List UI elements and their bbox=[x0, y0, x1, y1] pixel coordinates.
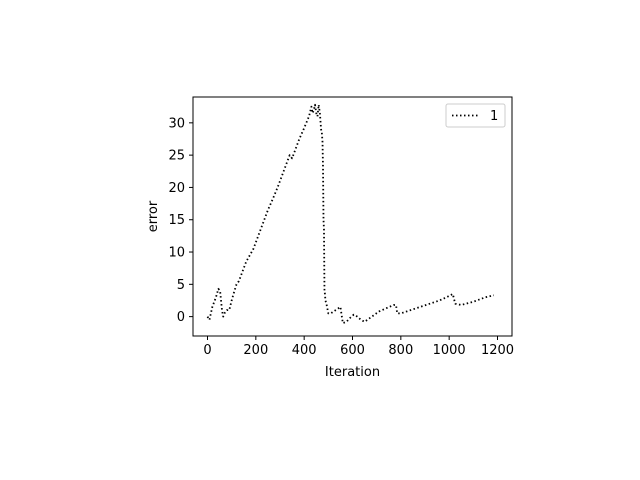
y-tick-label: 0 bbox=[177, 310, 185, 325]
x-tick-label: 600 bbox=[340, 343, 365, 358]
x-tick-label: 200 bbox=[243, 343, 268, 358]
y-tick-label: 20 bbox=[168, 181, 185, 196]
y-tick-label: 30 bbox=[168, 116, 185, 131]
y-tick-label: 25 bbox=[168, 149, 185, 164]
legend-label: 1 bbox=[490, 109, 498, 124]
x-tick-label: 1200 bbox=[481, 343, 514, 358]
x-axis-label: Iteration bbox=[325, 365, 380, 380]
x-tick-label: 1000 bbox=[433, 343, 466, 358]
y-tick-label: 5 bbox=[177, 278, 185, 293]
legend: 1 bbox=[445, 103, 506, 128]
series-line bbox=[206, 103, 495, 324]
x-tick-label: 0 bbox=[203, 343, 211, 358]
x-tick-label: 400 bbox=[292, 343, 317, 358]
series-layer bbox=[206, 103, 495, 324]
legend-box bbox=[445, 103, 506, 128]
x-axis-ticks: 0 200 400 600 800 1000 1200 bbox=[203, 336, 514, 358]
y-axis-ticks: 0 5 10 15 20 25 30 bbox=[168, 116, 193, 325]
y-tick-label: 15 bbox=[168, 213, 185, 228]
x-tick-label: 800 bbox=[388, 343, 413, 358]
y-axis-label: error bbox=[146, 200, 161, 232]
y-tick-label: 10 bbox=[168, 246, 185, 261]
